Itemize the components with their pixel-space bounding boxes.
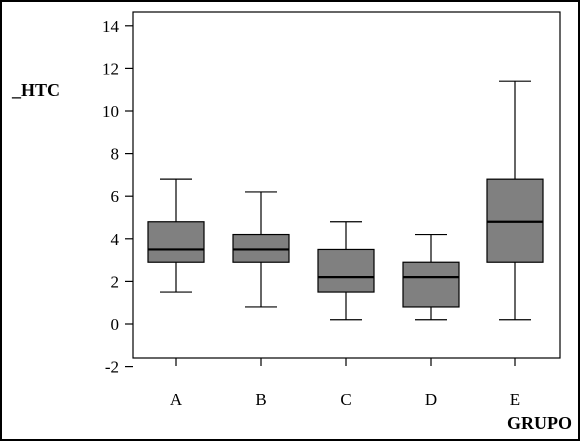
- y-tick-label: 0: [111, 315, 120, 334]
- x-tick-label: E: [510, 390, 520, 409]
- x-tick-label: B: [255, 390, 266, 409]
- y-tick-label: 4: [111, 230, 120, 249]
- x-tick-label: D: [425, 390, 437, 409]
- y-tick-label: 8: [111, 145, 120, 164]
- box-B: [232, 191, 290, 308]
- y-tick-label: 6: [111, 187, 120, 206]
- y-tick-label: 2: [111, 272, 120, 291]
- y-tick-label: 12: [102, 59, 119, 78]
- box-A: [147, 178, 205, 293]
- box-E: [486, 80, 544, 321]
- y-tick-label: 14: [102, 17, 120, 36]
- boxes: [147, 80, 544, 321]
- box-iqr: [402, 261, 460, 308]
- y-tick-label: -2: [105, 358, 119, 377]
- box-C: [317, 221, 375, 321]
- box-iqr: [147, 221, 205, 263]
- y-tick-label: 10: [102, 102, 119, 121]
- x-ticks: A B C D E: [170, 358, 520, 409]
- x-tick-label: A: [170, 390, 183, 409]
- x-tick-label: C: [340, 390, 351, 409]
- box-D: [402, 233, 460, 321]
- y-axis-label: _HTC: [11, 80, 60, 100]
- y-ticks: -2 0 2 4 6 8 10 12 14: [102, 17, 133, 377]
- box-iqr: [317, 248, 375, 293]
- x-axis-label: GRUPO: [507, 413, 572, 433]
